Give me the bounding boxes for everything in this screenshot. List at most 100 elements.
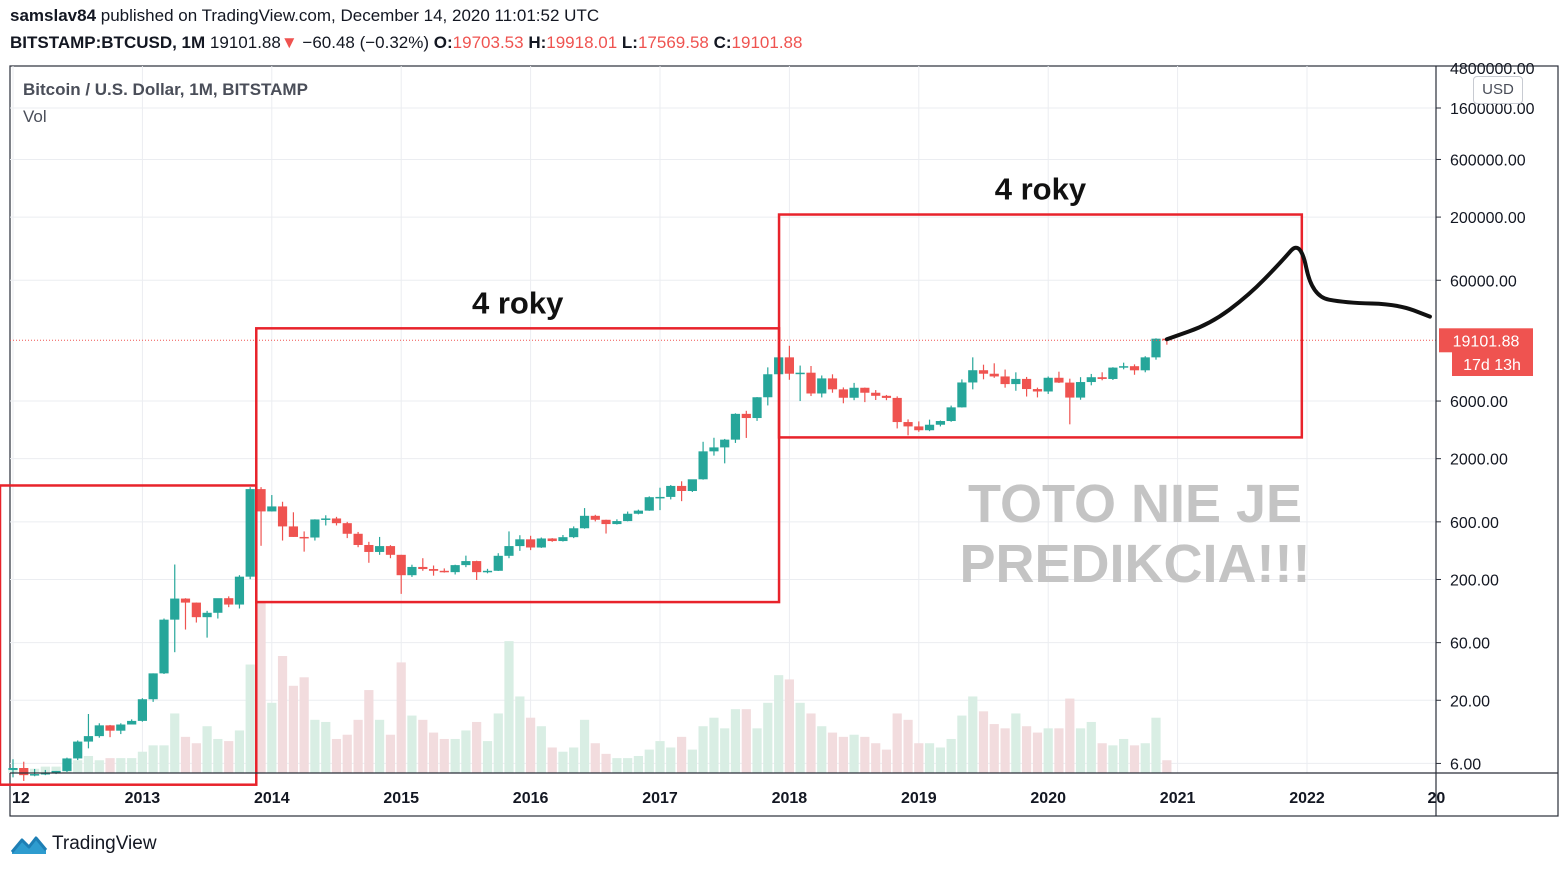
candle-body [1011,378,1021,385]
volume-bar [450,738,460,773]
candle-body [795,372,805,375]
low-label: L: [621,33,638,52]
candle-body [159,619,169,674]
volume-bar [1043,728,1053,773]
candle-body [170,598,180,620]
candle-body [827,378,838,390]
volume-bar [116,758,126,773]
candle-body [1032,389,1043,392]
volume-bar [741,709,751,773]
high-label: H: [528,33,547,52]
candle-body [277,506,288,527]
y-tick-label: 6.00 [1450,756,1481,773]
author-name[interactable]: samslav84 [10,6,97,25]
candle-body [73,741,83,759]
last-price-tag-bg [1439,328,1533,353]
candle-body [763,374,773,398]
candles[interactable] [8,338,1172,781]
change-value: −60.48 (−0.32%) [302,33,430,52]
volume-bar [795,702,805,773]
candle-body [784,357,794,374]
candle-body [83,736,94,742]
candle-body [310,519,320,538]
volume-bar [439,738,449,773]
price-axis[interactable]: 6.00 20.00 60.00 200.00 600.00 2000.00 6000.00… [1436,61,1535,773]
open-value: 19703.53 [452,33,524,52]
candle-body [127,720,137,725]
volume-bar [180,736,191,773]
volume-bar [374,719,385,773]
volume-bar [353,719,363,773]
volume-bar [342,734,352,773]
candle-body [1108,367,1118,379]
x-tick-label: 2016 [513,790,549,807]
candle-body [482,570,493,573]
candle-body [51,770,61,773]
volume-bar [1108,745,1118,773]
volume-bar [860,736,870,773]
time-axis[interactable]: 12 2013 2014 2015 2016 2017 2018 2019 2020 2021 20… [12,790,1445,807]
volume-bar [245,664,255,773]
candle-body [677,485,687,492]
box-outline [777,213,1304,439]
symbol-label: BITSTAMP:BTCUSD, 1M [10,33,206,52]
candle-body [439,570,449,573]
legend-volume[interactable]: Vol [23,107,47,126]
candle-body [957,382,967,408]
volume-bar [558,751,568,773]
footer-brand[interactable]: TradingView [10,826,157,862]
candle-body [137,699,147,721]
volume-bar [1129,745,1140,773]
candle-body [30,774,40,776]
volume-bar [579,719,590,773]
x-tick-label: 2020 [1030,790,1066,807]
candle-body [644,497,654,511]
watermark-line: PREDIKCIA!!! [960,534,1311,594]
volume-bar [881,749,892,773]
grid-lines [10,66,1436,773]
volume-bar [709,717,719,773]
y-tick-label: 200000.00 [1450,210,1526,227]
x-tick-label: 20 [1428,790,1446,807]
candle-body [245,489,255,577]
candle-body [579,515,590,529]
volume-bar [396,662,406,773]
candle-body [148,673,158,700]
candle-body [590,515,600,520]
volume-bar [127,758,137,773]
volume-bar [170,713,180,773]
candle-body [655,496,665,499]
candle-body [105,725,115,731]
candle-body [202,612,212,618]
candle-body [666,485,676,497]
last-price-tag-text: 19101.88 [1453,333,1520,350]
volume-bar [1162,760,1172,773]
volume-bar [677,736,687,773]
candle-body [558,537,568,542]
volume-bar [310,719,320,773]
volume-bar [299,677,309,773]
candle-body [94,725,104,737]
candle-body [1129,366,1140,371]
close-label: C: [713,33,732,52]
volume-bar [924,743,935,773]
volume-bar [536,726,546,773]
countdown-tag-bg [1452,352,1533,376]
candle-body [504,546,514,556]
currency-button[interactable]: USD [1473,76,1523,104]
candle-body [978,370,989,374]
candle-body [935,421,946,425]
x-tick-label: 2013 [125,790,161,807]
volume-bar [623,758,633,773]
candle-body [224,598,234,605]
x-tick-label: 12 [12,790,30,807]
projection-curve[interactable] [1164,245,1432,342]
annotation-boxes[interactable]: 4 roky 4 roky [0,172,1304,786]
volume-bar [827,732,838,773]
volume-bar [612,758,622,773]
published-text: published on TradingView.com, December 1… [100,6,600,25]
legend-title[interactable]: Bitcoin / U.S. Dollar, 1M, BITSTAMP [23,80,308,99]
candle-body [871,392,881,396]
x-tick-label: 2014 [254,790,290,807]
